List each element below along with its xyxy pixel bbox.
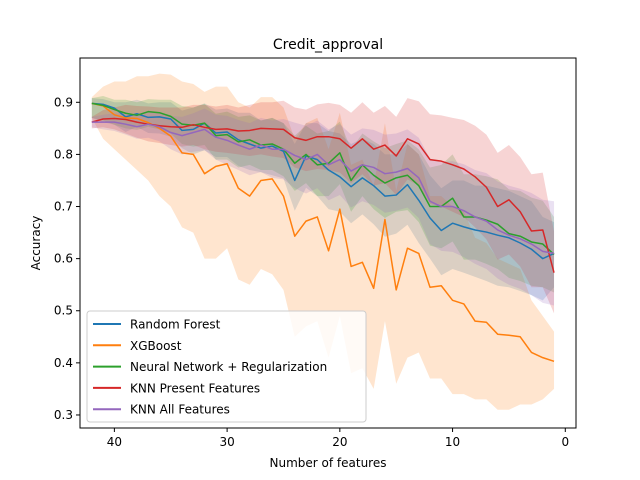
y-tick-label: 0.6: [54, 252, 73, 266]
y-axis-label: Accuracy: [29, 216, 43, 271]
y-tick-label: 0.4: [54, 356, 73, 370]
legend-label-knn-all-features: KNN All Features: [130, 403, 230, 417]
legend: Random Forest XGBoost Neural Network + Reg…: [86, 310, 367, 423]
legend-label-xgboost: XGBoost: [130, 339, 182, 353]
band-knn-present-features: [91, 98, 555, 314]
x-tick-label: 0: [561, 435, 569, 449]
chart-title: Credit_approval: [273, 37, 383, 53]
legend-label-knn-present-features: KNN Present Features: [130, 381, 260, 395]
y-tick-label: 0.9: [54, 95, 73, 109]
y-tick-label: 0.5: [54, 304, 73, 318]
x-tick-label: 40: [107, 435, 122, 449]
y-tick-label: 0.3: [54, 408, 73, 422]
y-tick-label: 0.8: [54, 147, 73, 161]
legend-label-random-forest: Random Forest: [130, 318, 221, 332]
band-neural-network-regularization: [91, 96, 555, 293]
band-knn-all-features: [91, 108, 555, 306]
x-axis-ticks: 40 30 20 10 0: [107, 428, 569, 449]
legend-label-neural-network-regularization: Neural Network + Regularization: [130, 360, 327, 374]
y-axis-ticks: 0.3 0.4 0.5 0.6 0.7 0.8 0.9: [54, 95, 80, 422]
legend-items: Random Forest XGBoost Neural Network + Reg…: [93, 318, 327, 417]
band-random-forest: [91, 98, 555, 301]
line-random-forest: [91, 102, 555, 260]
confidence-bands: [91, 73, 555, 410]
series-lines: [91, 102, 555, 363]
y-tick-label: 0.7: [54, 200, 73, 214]
plot-frame: [79, 57, 577, 429]
band-xgboost: [91, 73, 555, 410]
line-knn-all-features: [91, 121, 555, 255]
x-tick-label: 20: [332, 435, 347, 449]
legend-box: [86, 310, 367, 423]
x-tick-label: 30: [219, 435, 234, 449]
x-axis-label: Number of features: [270, 456, 387, 470]
line-knn-present-features: [91, 117, 555, 273]
line-xgboost: [91, 102, 555, 363]
x-tick-label: 10: [445, 435, 460, 449]
